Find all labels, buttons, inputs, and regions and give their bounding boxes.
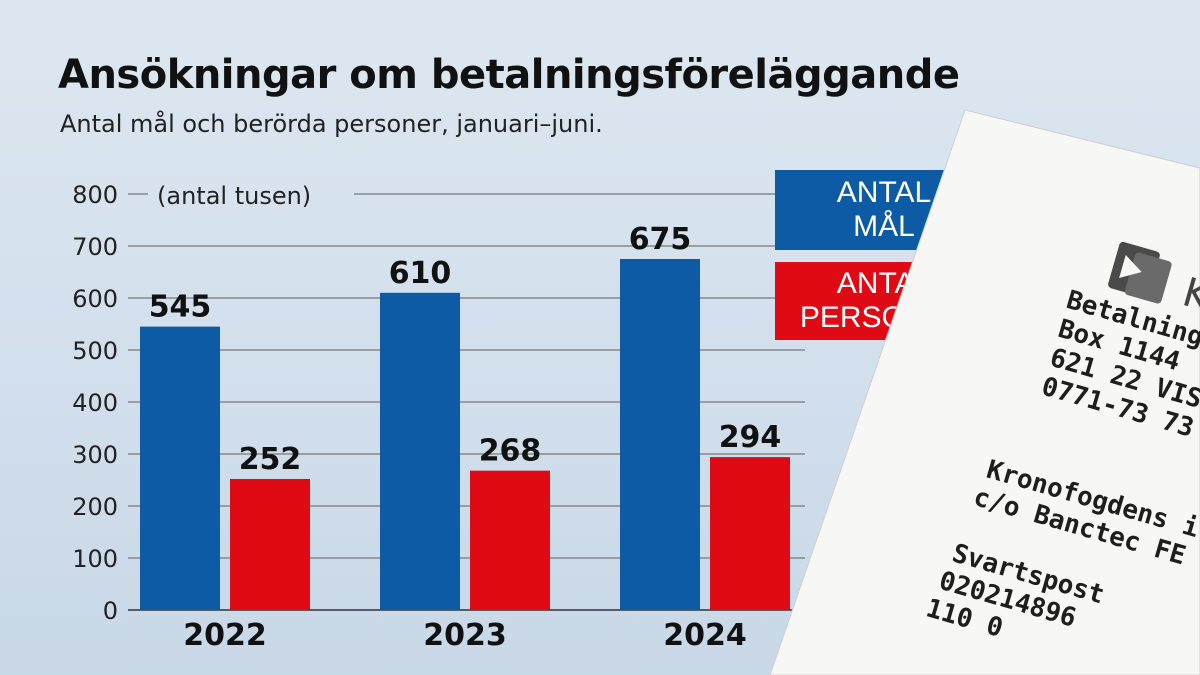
y-tick-label: 0 <box>103 597 118 625</box>
data-label: 675 <box>629 222 692 257</box>
bars <box>140 259 790 610</box>
legend-antal-personer-line-2: PERSONER <box>799 301 969 334</box>
bar-antal-personer-2024 <box>710 457 790 610</box>
bar-antal-mal-2023 <box>380 292 460 610</box>
y-tick-label: 500 <box>72 337 118 365</box>
y-tick-label: 400 <box>72 389 118 417</box>
data-labels: 545 252 610 268 675 294 <box>149 222 782 477</box>
x-tick-labels: 2022 2023 2024 <box>183 618 747 653</box>
bar-antal-mal-2022 <box>140 326 220 610</box>
legend-antal-personer: ANTAL PERSONER <box>775 262 993 340</box>
data-label: 610 <box>389 256 452 291</box>
y-tick-label: 700 <box>72 233 118 261</box>
bar-antal-personer-2022 <box>230 478 310 610</box>
y-tick-label: 200 <box>72 493 118 521</box>
data-label: 252 <box>239 442 302 477</box>
y-tick-label: 300 <box>72 441 118 469</box>
unit-label: (antal tusen) <box>157 182 311 210</box>
y-tick-label: 600 <box>72 285 118 313</box>
x-tick-label: 2022 <box>183 618 267 653</box>
y-tick-label: 100 <box>72 545 118 573</box>
legend-antal-mal-line-2: MÅL <box>853 210 915 243</box>
legend-antal-mal: ANTAL MÅL <box>775 170 993 250</box>
x-tick-label: 2024 <box>663 618 747 653</box>
legend-antal-personer-line-1: ANTAL <box>836 267 932 300</box>
grid-lines <box>128 193 805 611</box>
y-tick-label: 800 <box>72 181 118 209</box>
data-label: 545 <box>149 290 212 325</box>
x-tick-label: 2023 <box>423 618 507 653</box>
data-label: 294 <box>719 420 782 455</box>
bar-antal-mal-2024 <box>620 259 700 610</box>
y-tick-labels: 0 100 200 300 400 500 600 700 800 <box>72 181 118 625</box>
chart-subtitle: Antal mål och berörda personer, januari–… <box>60 110 603 138</box>
legend-antal-mal-line-1: ANTAL <box>836 176 932 209</box>
bar-antal-personer-2023 <box>470 470 550 610</box>
chart-title: Ansökningar om betalningsföreläggande <box>58 52 960 98</box>
data-label: 268 <box>479 434 542 469</box>
